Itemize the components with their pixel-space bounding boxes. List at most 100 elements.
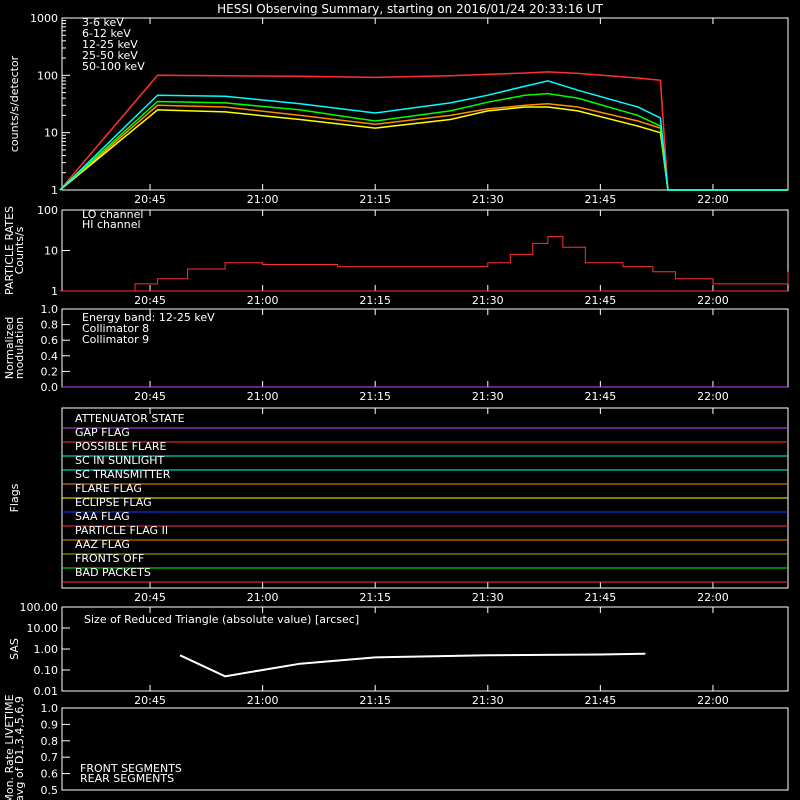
x-tick-label: 22:00 bbox=[697, 694, 729, 707]
x-tick-label: 21:15 bbox=[359, 694, 391, 707]
flag-label: POSSIBLE FLARE bbox=[75, 440, 166, 453]
y-tick-label: 0.10 bbox=[34, 664, 59, 677]
y-tick-label: 100 bbox=[37, 69, 58, 82]
y-tick-label: 0.5 bbox=[41, 784, 59, 797]
figure-title: HESSI Observing Summary, starting on 201… bbox=[217, 2, 603, 16]
x-tick-label: 20:45 bbox=[134, 294, 166, 307]
y-tick-label: 1.0 bbox=[41, 702, 59, 715]
flag-label: ECLIPSE FLAG bbox=[75, 496, 152, 509]
x-tick-label: 21:45 bbox=[585, 694, 617, 707]
flag-label: FLARE FLAG bbox=[75, 482, 142, 495]
y-tick-label: 1000 bbox=[30, 12, 58, 25]
series-line bbox=[59, 80, 788, 191]
flag-label: AAZ FLAG bbox=[75, 538, 130, 551]
flag-label: SAA FLAG bbox=[75, 510, 130, 523]
flag-label: BAD PACKETS bbox=[75, 566, 151, 579]
y-tick-label: 10 bbox=[44, 127, 58, 140]
y-tick-label: 0.01 bbox=[34, 685, 59, 698]
legend-entry: FRONT SEGMENTS bbox=[80, 762, 182, 775]
y-axis-label: avg of D1,3,4,5,6,9 bbox=[13, 696, 26, 800]
x-tick-label: 21:00 bbox=[247, 193, 279, 206]
flag-label: GAP FLAG bbox=[75, 426, 130, 439]
y-tick-label: 1 bbox=[51, 285, 58, 298]
x-tick-label: 20:45 bbox=[134, 694, 166, 707]
x-tick-label: 21:00 bbox=[247, 390, 279, 403]
x-tick-label: 22:00 bbox=[697, 294, 729, 307]
y-tick-label: 0.6 bbox=[41, 334, 59, 347]
x-tick-label: 21:15 bbox=[359, 294, 391, 307]
legend-entry: 25-50 keV bbox=[82, 49, 138, 62]
x-tick-label: 21:45 bbox=[585, 390, 617, 403]
x-tick-label: 21:15 bbox=[359, 193, 391, 206]
x-tick-label: 20:45 bbox=[134, 591, 166, 604]
y-axis-label: Normalized bbox=[3, 317, 16, 379]
y-tick-label: 0.2 bbox=[41, 365, 59, 378]
legend-entry: LO channel bbox=[82, 208, 143, 221]
y-tick-label: 0.6 bbox=[41, 768, 59, 781]
flag-label: ATTENUATOR STATE bbox=[75, 412, 185, 425]
legend-entry: 12-25 keV bbox=[82, 38, 138, 51]
legend-entry: REAR SEGMENTS bbox=[80, 772, 174, 785]
y-tick-label: 0.8 bbox=[41, 319, 59, 332]
x-tick-label: 21:45 bbox=[585, 294, 617, 307]
legend-entry: 3-6 keV bbox=[82, 16, 124, 29]
x-tick-label: 21:45 bbox=[585, 591, 617, 604]
series-line bbox=[59, 106, 788, 191]
x-tick-label: 22:00 bbox=[697, 390, 729, 403]
livetime-panel-frame bbox=[61, 707, 789, 791]
x-tick-label: 21:30 bbox=[472, 694, 504, 707]
flag-label: SC TRANSMITTER bbox=[75, 468, 171, 481]
x-tick-label: 20:45 bbox=[134, 193, 166, 206]
x-tick-label: 21:00 bbox=[247, 694, 279, 707]
x-tick-label: 21:00 bbox=[247, 591, 279, 604]
x-tick-label: 21:15 bbox=[359, 390, 391, 403]
y-axis-label: counts/s/detector bbox=[8, 55, 21, 152]
y-axis-label: Mon. Rate LIVETIME bbox=[3, 694, 16, 800]
series-line bbox=[59, 102, 788, 191]
flag-label: PARTICLE FLAG II bbox=[75, 524, 168, 537]
sas-line bbox=[179, 652, 646, 678]
y-axis-label: modulation bbox=[13, 317, 26, 379]
sas-annotation: Size of Reduced Triangle (absolute value… bbox=[84, 613, 359, 626]
x-tick-label: 21:45 bbox=[585, 193, 617, 206]
light-curve-panel-frame bbox=[61, 17, 789, 191]
y-axis-label: SAS bbox=[8, 638, 21, 660]
y-tick-label: 0.7 bbox=[41, 751, 59, 764]
legend-entry: Collimator 8 bbox=[82, 322, 149, 335]
y-tick-label: 10 bbox=[44, 245, 58, 258]
y-tick-label: 1.0 bbox=[41, 303, 59, 316]
x-tick-label: 21:15 bbox=[359, 591, 391, 604]
x-tick-label: 21:30 bbox=[472, 193, 504, 206]
legend-entry: Collimator 9 bbox=[82, 333, 149, 346]
y-tick-label: 100 bbox=[37, 204, 58, 217]
y-axis-label: Counts/s bbox=[13, 226, 26, 274]
legend-entry: 6-12 keV bbox=[82, 27, 131, 40]
flag-label: FRONTS OFF bbox=[75, 552, 144, 565]
legend-entry: HI channel bbox=[82, 218, 141, 231]
x-tick-label: 22:00 bbox=[697, 591, 729, 604]
y-tick-label: 0.8 bbox=[41, 735, 59, 748]
legend-entry: 50-100 keV bbox=[82, 60, 145, 73]
y-tick-label: 100.00 bbox=[20, 601, 59, 614]
x-tick-label: 22:00 bbox=[697, 193, 729, 206]
legend-entry: Energy band: 12-25 keV bbox=[82, 311, 215, 324]
y-tick-label: 1 bbox=[51, 184, 58, 197]
hi-channel-line bbox=[59, 236, 789, 292]
y-tick-label: 0.4 bbox=[41, 350, 59, 363]
series-line bbox=[59, 92, 788, 191]
y-tick-label: 10.00 bbox=[27, 622, 59, 635]
flag-label: SC IN SUNLIGHT bbox=[75, 454, 165, 467]
y-axis-label: Flags bbox=[8, 483, 21, 512]
y-tick-label: 0.0 bbox=[41, 381, 59, 394]
y-tick-label: 0.9 bbox=[41, 718, 59, 731]
y-tick-label: 1.00 bbox=[34, 643, 59, 656]
x-tick-label: 21:00 bbox=[247, 294, 279, 307]
x-tick-label: 21:30 bbox=[472, 390, 504, 403]
series-line bbox=[59, 71, 788, 191]
x-tick-label: 20:45 bbox=[134, 390, 166, 403]
x-tick-label: 21:30 bbox=[472, 294, 504, 307]
x-tick-label: 21:30 bbox=[472, 591, 504, 604]
y-axis-label: PARTICLE RATES bbox=[3, 206, 16, 295]
